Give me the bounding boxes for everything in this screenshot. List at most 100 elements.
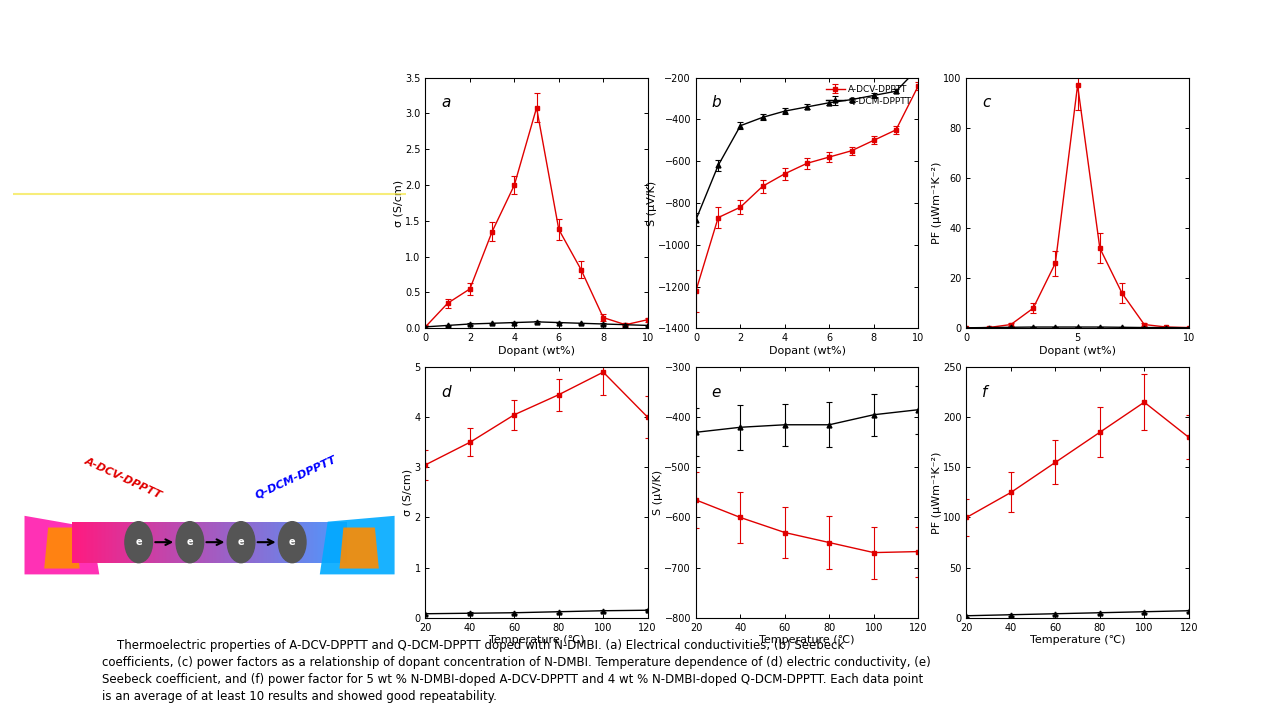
Polygon shape xyxy=(159,522,160,563)
Polygon shape xyxy=(339,527,378,568)
Polygon shape xyxy=(147,522,150,563)
Y-axis label: σ (S/cm): σ (S/cm) xyxy=(403,469,413,516)
Polygon shape xyxy=(273,522,274,563)
Polygon shape xyxy=(105,522,107,563)
Polygon shape xyxy=(199,522,201,563)
Polygon shape xyxy=(235,522,236,563)
Polygon shape xyxy=(267,522,268,563)
Polygon shape xyxy=(151,522,152,563)
Polygon shape xyxy=(140,522,141,563)
Text: Q-DCM-DPPTT: Q-DCM-DPPTT xyxy=(254,454,338,501)
Polygon shape xyxy=(185,522,187,563)
Polygon shape xyxy=(136,522,137,563)
Polygon shape xyxy=(250,522,251,563)
Polygon shape xyxy=(241,522,243,563)
Polygon shape xyxy=(190,522,192,563)
Polygon shape xyxy=(107,522,108,563)
Polygon shape xyxy=(310,522,311,563)
Polygon shape xyxy=(226,522,227,563)
X-axis label: Dopant (wt%): Dopant (wt%) xyxy=(768,346,846,356)
Text: f: f xyxy=(982,385,987,400)
Polygon shape xyxy=(161,522,163,563)
Polygon shape xyxy=(297,522,298,563)
Polygon shape xyxy=(131,522,132,563)
Polygon shape xyxy=(268,522,269,563)
Text: e: e xyxy=(237,537,244,547)
Polygon shape xyxy=(95,522,97,563)
Polygon shape xyxy=(146,522,147,563)
Polygon shape xyxy=(98,522,99,563)
Polygon shape xyxy=(117,522,119,563)
Polygon shape xyxy=(323,522,324,563)
Legend: A-DCV-DPPTT, Q-DCM-DPPTT: A-DCV-DPPTT, Q-DCM-DPPTT xyxy=(824,82,913,108)
Polygon shape xyxy=(274,522,276,563)
Polygon shape xyxy=(157,522,159,563)
Polygon shape xyxy=(319,522,320,563)
Polygon shape xyxy=(298,522,300,563)
Polygon shape xyxy=(284,522,287,563)
Polygon shape xyxy=(345,522,348,563)
Polygon shape xyxy=(189,522,190,563)
Text: coefficients, (c) power factors as a relationship of dopant concentration of N-D: coefficients, (c) power factors as a rel… xyxy=(102,656,931,669)
Polygon shape xyxy=(79,522,80,563)
Polygon shape xyxy=(213,522,215,563)
X-axis label: Dopant (wt%): Dopant (wt%) xyxy=(1039,346,1116,356)
X-axis label: Temperature (℃): Temperature (℃) xyxy=(1030,635,1125,645)
Polygon shape xyxy=(124,522,126,563)
Polygon shape xyxy=(182,522,183,563)
Polygon shape xyxy=(217,522,218,563)
Polygon shape xyxy=(130,522,131,563)
Polygon shape xyxy=(265,522,267,563)
Polygon shape xyxy=(114,522,116,563)
Polygon shape xyxy=(75,522,76,563)
Polygon shape xyxy=(24,516,99,575)
Polygon shape xyxy=(74,522,75,563)
Polygon shape xyxy=(144,522,145,563)
Polygon shape xyxy=(232,522,234,563)
Polygon shape xyxy=(295,522,296,563)
Polygon shape xyxy=(174,522,175,563)
Polygon shape xyxy=(218,522,220,563)
Polygon shape xyxy=(263,522,264,563)
Polygon shape xyxy=(251,522,253,563)
Circle shape xyxy=(278,522,306,563)
Polygon shape xyxy=(337,522,338,563)
Polygon shape xyxy=(104,522,105,563)
Y-axis label: PF (μWm⁻¹K⁻²): PF (μWm⁻¹K⁻²) xyxy=(932,162,942,244)
Circle shape xyxy=(124,522,152,563)
Circle shape xyxy=(227,522,255,563)
Polygon shape xyxy=(253,522,254,563)
Polygon shape xyxy=(215,522,216,563)
Polygon shape xyxy=(293,522,295,563)
Text: e: e xyxy=(136,537,142,547)
Polygon shape xyxy=(121,522,122,563)
Polygon shape xyxy=(83,522,84,563)
Polygon shape xyxy=(165,522,166,563)
Polygon shape xyxy=(320,516,395,575)
Polygon shape xyxy=(77,522,79,563)
Polygon shape xyxy=(276,522,277,563)
Polygon shape xyxy=(89,522,90,563)
Polygon shape xyxy=(329,522,330,563)
Polygon shape xyxy=(222,522,224,563)
Polygon shape xyxy=(302,522,304,563)
Polygon shape xyxy=(187,522,188,563)
Polygon shape xyxy=(269,522,272,563)
Polygon shape xyxy=(343,522,344,563)
Polygon shape xyxy=(163,522,165,563)
Text: e: e xyxy=(288,537,296,547)
Polygon shape xyxy=(224,522,226,563)
Polygon shape xyxy=(307,522,309,563)
Polygon shape xyxy=(283,522,284,563)
Text: A-DCV-DPPTT: A-DCV-DPPTT xyxy=(83,455,163,501)
Polygon shape xyxy=(245,522,246,563)
Polygon shape xyxy=(330,522,333,563)
Polygon shape xyxy=(264,522,265,563)
Polygon shape xyxy=(152,522,154,563)
Polygon shape xyxy=(173,522,174,563)
Polygon shape xyxy=(229,522,230,563)
Polygon shape xyxy=(127,522,128,563)
Polygon shape xyxy=(155,522,156,563)
Polygon shape xyxy=(207,522,208,563)
Polygon shape xyxy=(156,522,157,563)
